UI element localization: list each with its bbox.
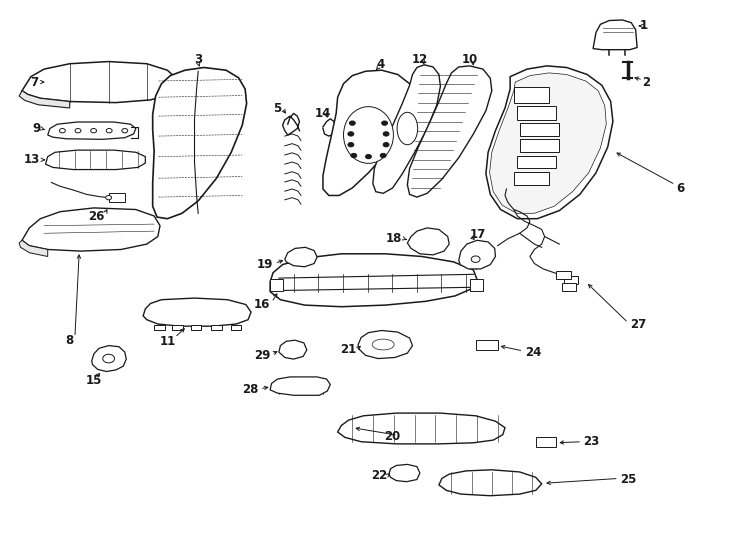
Circle shape — [103, 354, 115, 363]
Text: 26: 26 — [88, 210, 104, 222]
Text: 12: 12 — [412, 53, 428, 66]
Bar — [556, 271, 571, 279]
Text: 6: 6 — [677, 183, 685, 195]
Bar — [564, 276, 578, 284]
Circle shape — [348, 143, 354, 147]
Text: 7: 7 — [30, 76, 38, 89]
Text: 27: 27 — [630, 318, 646, 330]
Polygon shape — [285, 247, 317, 267]
Text: 3: 3 — [194, 53, 203, 66]
Text: 17: 17 — [470, 228, 486, 241]
Polygon shape — [19, 91, 70, 108]
Text: 19: 19 — [257, 258, 273, 271]
Bar — [154, 325, 165, 330]
Polygon shape — [407, 66, 492, 197]
Circle shape — [75, 129, 81, 133]
Text: 13: 13 — [24, 153, 40, 166]
Text: 4: 4 — [376, 58, 385, 71]
Text: 9: 9 — [32, 122, 40, 135]
Text: 10: 10 — [462, 53, 478, 66]
Polygon shape — [323, 70, 415, 195]
Circle shape — [91, 129, 97, 133]
Bar — [470, 279, 483, 291]
Polygon shape — [153, 68, 247, 219]
Text: 11: 11 — [159, 335, 175, 348]
Polygon shape — [593, 20, 637, 50]
Text: 23: 23 — [584, 435, 600, 448]
Circle shape — [471, 256, 480, 262]
Polygon shape — [19, 240, 48, 256]
Circle shape — [383, 143, 389, 147]
Text: 1: 1 — [640, 19, 648, 32]
Bar — [514, 87, 549, 103]
Bar — [109, 193, 125, 202]
Bar — [520, 139, 559, 152]
Circle shape — [383, 132, 389, 136]
Circle shape — [59, 129, 65, 133]
Polygon shape — [373, 65, 440, 193]
Circle shape — [380, 153, 386, 158]
Bar — [231, 325, 241, 330]
Text: 16: 16 — [254, 298, 270, 311]
Text: 28: 28 — [242, 383, 258, 396]
Bar — [270, 279, 283, 291]
Polygon shape — [358, 330, 413, 359]
Bar — [517, 156, 556, 168]
Circle shape — [366, 154, 371, 159]
Text: 8: 8 — [65, 334, 73, 347]
Bar — [520, 123, 559, 136]
Ellipse shape — [372, 339, 394, 350]
Circle shape — [349, 121, 355, 125]
Text: 24: 24 — [525, 346, 541, 359]
Polygon shape — [92, 346, 126, 372]
Polygon shape — [270, 377, 330, 395]
Polygon shape — [22, 208, 160, 251]
Polygon shape — [486, 66, 613, 219]
Polygon shape — [143, 298, 251, 326]
Bar — [514, 172, 549, 185]
Polygon shape — [439, 470, 542, 496]
Polygon shape — [338, 413, 505, 444]
Circle shape — [106, 195, 112, 200]
Bar — [517, 106, 556, 120]
Text: 20: 20 — [384, 430, 400, 443]
Circle shape — [106, 129, 112, 133]
Polygon shape — [490, 73, 606, 213]
Text: 15: 15 — [86, 374, 102, 387]
Polygon shape — [22, 62, 178, 103]
Text: 14: 14 — [315, 107, 331, 120]
Polygon shape — [46, 150, 145, 170]
Bar — [476, 340, 498, 350]
Bar — [211, 325, 222, 330]
Circle shape — [348, 132, 354, 136]
Text: 18: 18 — [386, 232, 402, 245]
Text: 21: 21 — [340, 343, 356, 356]
Bar — [191, 325, 201, 330]
Circle shape — [122, 129, 128, 133]
Polygon shape — [389, 464, 420, 482]
Text: 22: 22 — [371, 469, 388, 482]
Text: 2: 2 — [642, 76, 650, 89]
Polygon shape — [270, 254, 477, 307]
Ellipse shape — [397, 112, 418, 145]
Ellipse shape — [344, 106, 393, 163]
Polygon shape — [48, 122, 136, 139]
Polygon shape — [407, 228, 449, 255]
Bar — [536, 437, 556, 447]
Circle shape — [382, 121, 388, 125]
Bar — [562, 283, 576, 291]
Text: 5: 5 — [273, 102, 281, 114]
Text: 29: 29 — [254, 349, 270, 362]
Bar — [172, 325, 183, 330]
Polygon shape — [279, 340, 307, 359]
Polygon shape — [459, 240, 495, 269]
Circle shape — [351, 153, 357, 158]
Text: 25: 25 — [620, 473, 636, 486]
